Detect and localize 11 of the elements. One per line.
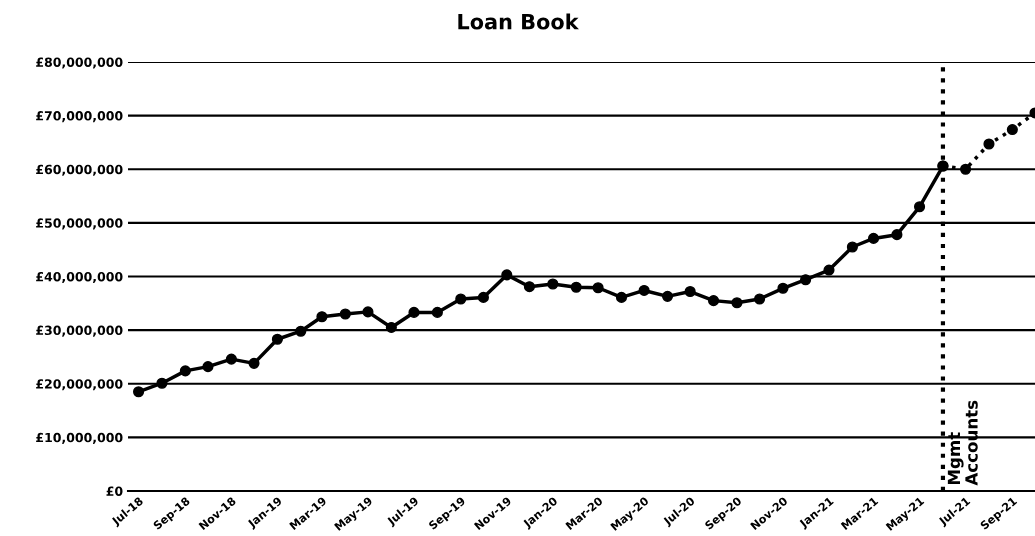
y-tick-label: £70,000,000 bbox=[36, 111, 123, 123]
y-tick-label: £50,000,000 bbox=[36, 218, 123, 230]
y-tick-label: £0 bbox=[106, 486, 123, 496]
y-tick-label: £60,000,000 bbox=[36, 164, 123, 176]
ref-line-label: Mgmt Accounts bbox=[947, 400, 978, 486]
y-tick-label: £20,000,000 bbox=[36, 379, 123, 391]
y-tick-label: £30,000,000 bbox=[36, 325, 123, 337]
chart-title: Loan Book bbox=[458, 13, 579, 30]
y-tick-label: £10,000,000 bbox=[36, 432, 123, 444]
y-tick-label: £40,000,000 bbox=[36, 271, 123, 284]
y-tick-label: £80,000,000 bbox=[36, 57, 123, 69]
